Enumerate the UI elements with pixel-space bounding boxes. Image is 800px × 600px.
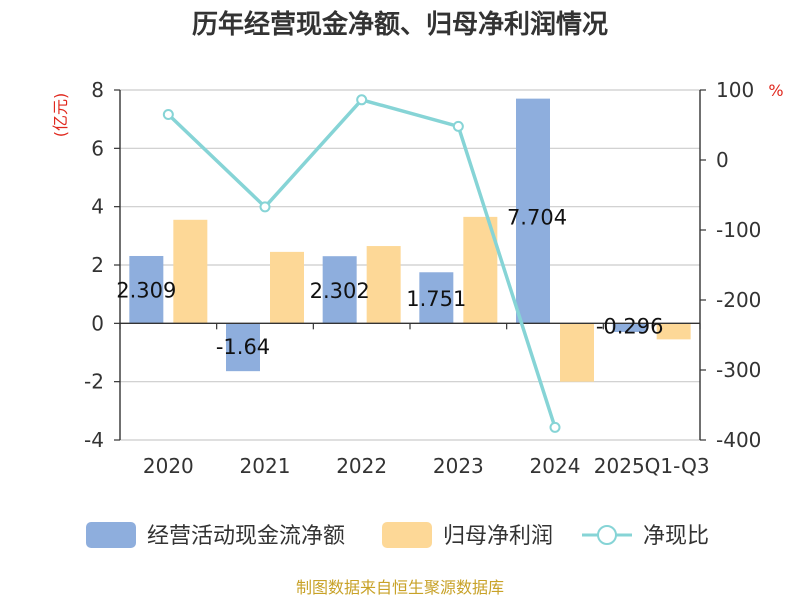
x-tick-label: 2025Q1-Q3: [594, 454, 710, 478]
y-right-tick-label: 100: [716, 78, 754, 102]
net-profit-bar: [173, 219, 208, 324]
bar-value-label: -0.296: [596, 314, 664, 338]
cash-flow-bar: [226, 323, 260, 372]
y-right-tick-label: -400: [716, 428, 761, 452]
data-labels: 2.309 -1.64 2.302 1.751 7.704 -0.296: [116, 206, 663, 360]
legend: 经营活动现金流净额 归母净利润 净现比: [86, 522, 709, 549]
source-note: 制图数据来自恒生聚源数据库: [296, 578, 504, 597]
x-tick-label: 2024: [530, 454, 581, 478]
y-left-tick-label: 0: [91, 311, 104, 335]
bar-value-label: -1.64: [216, 335, 270, 359]
y-left-tick-label: -2: [84, 370, 104, 394]
net-profit-bar: [366, 246, 401, 324]
chart-title: 历年经营现金净额、归母净利润情况: [192, 9, 608, 40]
legend-label: 归母净利润: [443, 524, 553, 549]
cash-flow-bar: [516, 98, 550, 324]
net-profit-bar: [270, 251, 304, 324]
net-profit-bar: [560, 323, 594, 382]
legend-item[interactable]: 归母净利润: [382, 522, 553, 549]
cash-flow-bar: [322, 256, 357, 324]
bar-value-label: 2.302: [310, 279, 370, 303]
legend-swatch: [382, 522, 432, 548]
legend-swatch: [86, 522, 136, 548]
net-profit-bar: [656, 323, 691, 340]
legend-item[interactable]: 净现比: [582, 524, 709, 549]
y-left-tick-label: 2: [91, 253, 104, 277]
bars: [129, 98, 691, 382]
x-tick-label: 2020: [143, 454, 194, 478]
y-right-tick-label: -200: [716, 288, 761, 312]
bar-value-label: 1.751: [406, 287, 466, 311]
ratio-point: [259, 201, 271, 213]
legend-marker: [597, 525, 617, 545]
y-left-tick-label: 4: [91, 195, 104, 219]
bar-value-label: 2.309: [116, 279, 176, 303]
ratio-point: [452, 120, 464, 132]
ratio-point: [549, 421, 561, 433]
y-right-unit: %: [768, 81, 783, 100]
ratio-point: [356, 94, 368, 106]
x-tick-label: 2022: [336, 454, 387, 478]
axes: -4 -2 0 2 4 6 8 -400 -300 -200 -100 0 100 2020 2021 202…: [84, 78, 761, 478]
y-left-tick-label: -4: [84, 428, 104, 452]
x-tick-label: 2023: [433, 454, 484, 478]
y-right-tick-label: -300: [716, 358, 761, 382]
cash-flow-bar: [129, 255, 164, 324]
cash-flow-bar: [419, 272, 454, 324]
x-tick-label: 2021: [240, 454, 291, 478]
y-left-tick-label: 6: [91, 136, 104, 160]
bar-value-label: 7.704: [507, 206, 567, 230]
ratio-line: [162, 94, 561, 433]
ratio-point: [162, 109, 174, 120]
legend-label: 经营活动现金流净额: [147, 524, 345, 549]
y-right-tick-label: -100: [716, 218, 761, 242]
legend-label: 净现比: [643, 524, 709, 549]
y-right-tick-label: 0: [716, 148, 729, 172]
legend-item[interactable]: 经营活动现金流净额: [86, 522, 345, 549]
cash-flow-bar: [612, 323, 647, 332]
y-left-tick-label: 8: [91, 78, 104, 102]
y-left-unit: (亿元): [51, 93, 70, 138]
